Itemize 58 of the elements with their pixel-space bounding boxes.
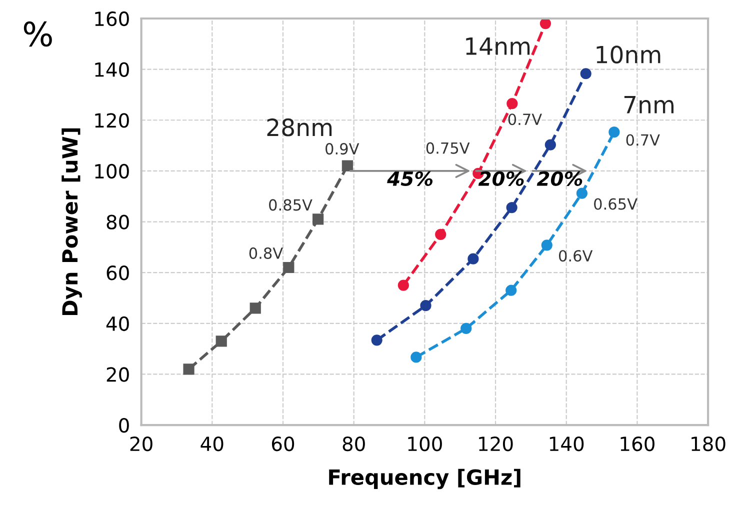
point [506, 98, 518, 110]
point [216, 336, 227, 347]
point [312, 214, 324, 225]
point [506, 202, 518, 214]
x-tick-label: 160 [620, 436, 654, 452]
x-tick-label: 40 [200, 436, 224, 452]
point [608, 126, 620, 138]
point [541, 240, 552, 251]
y-tick-label: 80 [106, 214, 129, 230]
x-tick-label: 20 [130, 436, 152, 452]
series-label: 28nm [267, 118, 332, 136]
point [544, 139, 556, 150]
annotation: 0.8V [249, 247, 283, 259]
point [371, 334, 382, 346]
annotation: 0.7V [508, 114, 542, 126]
annotation: 0.9V [326, 143, 360, 155]
annotation: 20% [536, 171, 582, 186]
x-tick-label: 80 [342, 436, 365, 452]
point [420, 300, 432, 312]
x-axis-title: Frequency [GHz] [329, 468, 520, 490]
x-tick-label: 120 [479, 436, 513, 452]
series-label: 10nm [596, 46, 660, 64]
point [283, 262, 294, 274]
point [183, 364, 194, 375]
point [576, 188, 588, 199]
annotation: 0.7V [626, 134, 660, 146]
point [342, 160, 354, 172]
point [468, 253, 479, 264]
x-tick-label: 100 [408, 436, 442, 452]
x-tick-label: 60 [272, 436, 294, 452]
y-tick-label: 140 [95, 62, 129, 77]
point [250, 302, 261, 314]
point [398, 280, 409, 291]
y-tick-label: 60 [106, 266, 129, 280]
annotation: 0.75V [426, 142, 470, 154]
y-tick-label: 40 [106, 316, 129, 332]
x-tick-label: 140 [550, 436, 584, 452]
annotation: 20% [478, 171, 524, 186]
point [435, 228, 446, 240]
y-axis-title: Dyn Power [uW] [62, 128, 82, 315]
y-tick-label: 0 [119, 418, 129, 433]
text: % [24, 21, 52, 47]
point [460, 322, 472, 334]
annotation: 0.85V [269, 199, 312, 211]
series-label: 14nm [466, 38, 530, 55]
y-tick-label: 100 [95, 164, 129, 179]
y-tick-label: 120 [95, 113, 129, 128]
annotation: 45% [387, 171, 433, 186]
annotation: 0.65V [594, 198, 638, 210]
series-label: 7nm [624, 96, 674, 114]
x-tick-label: 180 [692, 436, 726, 452]
point [580, 68, 592, 80]
y-tick-label: 20 [106, 367, 129, 382]
point [540, 18, 552, 30]
annotation: 0.6V [558, 250, 593, 262]
y-tick-label: 160 [95, 11, 129, 26]
point [506, 284, 517, 296]
point [410, 352, 422, 363]
